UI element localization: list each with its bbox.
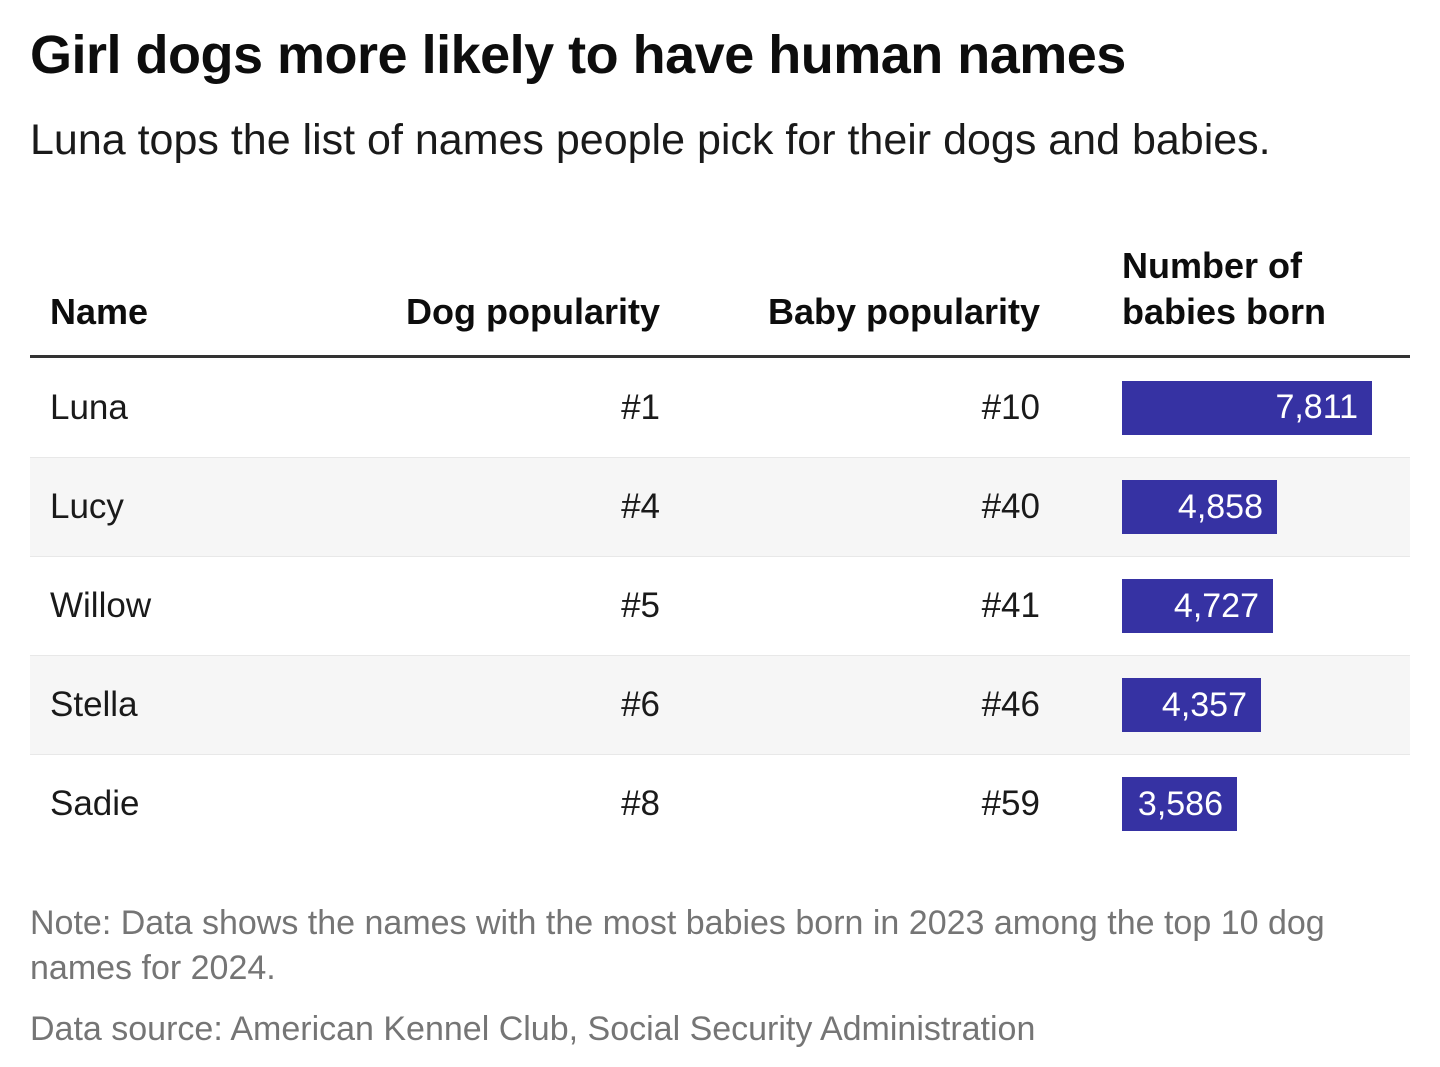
dog-popularity-cell: #6	[621, 685, 660, 724]
babies-born-bar: 3,586	[1122, 777, 1237, 831]
dog-popularity-cell: #4	[621, 487, 660, 526]
chart-title: Girl dogs more likely to have human name…	[30, 25, 1126, 85]
table-row: Stella #6 #46 4,357	[30, 655, 1410, 754]
babies-born-cell: 4,727	[1040, 579, 1410, 633]
babies-born-value: 4,858	[1177, 487, 1263, 526]
babies-born-bar: 7,811	[1122, 380, 1372, 435]
table-row: Willow #5 #41 4,727	[30, 556, 1410, 655]
names-table: Name Dog popularity Baby popularity Numb…	[30, 243, 1410, 853]
dog-popularity-cell: #8	[621, 784, 660, 823]
babies-born-value: 4,357	[1161, 685, 1247, 724]
table-row: Lucy #4 #40 4,858	[30, 457, 1410, 556]
chart-footer: Note: Data shows the names with the most…	[30, 901, 1400, 1052]
baby-popularity-cell: #10	[981, 387, 1040, 427]
name-cell: Lucy	[50, 487, 124, 526]
babies-born-cell: 3,586	[1040, 777, 1410, 831]
babies-born-value: 3,586	[1137, 784, 1223, 823]
name-cell: Sadie	[50, 784, 140, 823]
babies-born-cell: 7,811	[1040, 380, 1410, 435]
column-header-dog-popularity: Dog popularity	[406, 291, 660, 332]
dog-popularity-cell: #5	[621, 586, 660, 625]
chart-subtitle: Luna tops the list of names people pick …	[30, 116, 1271, 164]
baby-popularity-cell: #46	[981, 685, 1040, 724]
babies-born-value: 7,811	[1275, 388, 1358, 426]
table-header-row: Name Dog popularity Baby popularity Numb…	[30, 243, 1410, 358]
babies-born-bar: 4,858	[1122, 480, 1277, 534]
babies-born-value: 4,727	[1173, 586, 1259, 625]
name-cell: Stella	[50, 685, 138, 724]
baby-popularity-cell: #41	[981, 586, 1040, 625]
dog-popularity-cell: #1	[621, 387, 660, 427]
chart-note: Note: Data shows the names with the most…	[30, 904, 1325, 987]
name-cell: Luna	[50, 387, 128, 427]
column-header-baby-popularity: Baby popularity	[767, 291, 1040, 332]
name-cell: Willow	[50, 586, 152, 625]
baby-popularity-cell: #59	[981, 784, 1040, 823]
babies-born-cell: 4,858	[1040, 480, 1410, 534]
babies-born-bar: 4,727	[1122, 579, 1273, 633]
column-header-babies-born-label: Number of babies born	[1122, 245, 1327, 332]
table-row: Sadie #8 #59 3,586	[30, 754, 1410, 853]
babies-born-bar: 4,357	[1122, 678, 1261, 732]
column-header-babies-born: Number of babies born	[1040, 243, 1410, 355]
table-row: Luna #1 #10 7,811	[30, 358, 1410, 457]
column-header-name: Name	[50, 291, 149, 332]
chart-source: Data source: American Kennel Club, Socia…	[30, 1010, 1036, 1048]
table-body: Luna #1 #10 7,811 Lucy #4 #40 4,858 Will…	[30, 358, 1410, 853]
babies-born-cell: 4,357	[1040, 678, 1410, 732]
baby-popularity-cell: #40	[981, 487, 1040, 526]
